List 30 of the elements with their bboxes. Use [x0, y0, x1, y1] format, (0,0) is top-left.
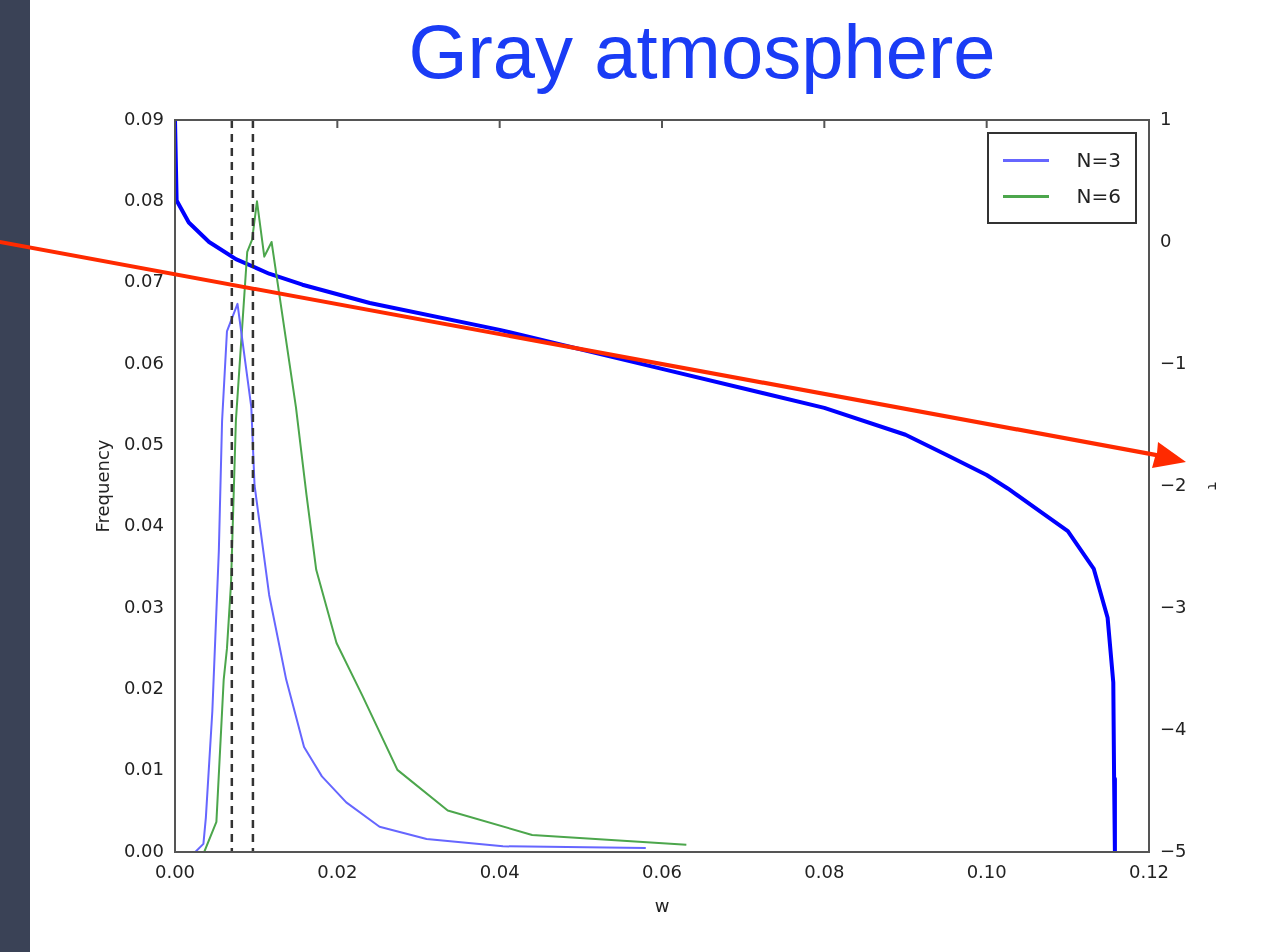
y-axis-title: Frequency — [92, 439, 114, 533]
y-tick-label: 0.05 — [123, 433, 164, 455]
y-tick-label: 0.03 — [123, 595, 164, 617]
y2-tick-label: −1 — [1160, 351, 1187, 373]
y-tick-label: 0.06 — [123, 351, 164, 373]
y2-tick-label: 1 — [1160, 107, 1172, 129]
y-tick-label: 0.09 — [123, 107, 164, 129]
legend-label: N=6 — [1076, 183, 1121, 210]
x-tick-label: 0.02 — [317, 861, 358, 883]
legend-label: N=3 — [1076, 147, 1121, 174]
x-tick-label: 0.04 — [479, 861, 520, 883]
chart-title: Gray atmosphere — [407, 8, 997, 96]
x-tick-label: 0.12 — [1128, 861, 1170, 883]
y-tick-label: 0.01 — [123, 758, 164, 780]
y-tick-label: 0.07 — [123, 270, 164, 292]
y-tick-label: 0.00 — [123, 839, 164, 861]
y2-axis-title: τ — [1204, 481, 1221, 491]
x-tick-label: 0.06 — [641, 861, 683, 883]
y2-tick-label: −5 — [1160, 839, 1187, 861]
x-tick-label: 0.08 — [804, 861, 845, 883]
x-tick-label: 0.00 — [154, 861, 196, 883]
y2-tick-label: 0 — [1160, 229, 1172, 251]
y-tick-label: 0.02 — [123, 677, 164, 699]
y2-tick-label: −4 — [1160, 717, 1187, 739]
y2-tick-label: −2 — [1160, 473, 1187, 495]
y2-tick-label: −3 — [1160, 595, 1187, 617]
y-tick-label: 0.04 — [123, 514, 164, 536]
x-axis-title: w — [654, 894, 670, 916]
y-tick-label: 0.08 — [123, 189, 164, 211]
x-tick-label: 0.10 — [966, 861, 1007, 883]
